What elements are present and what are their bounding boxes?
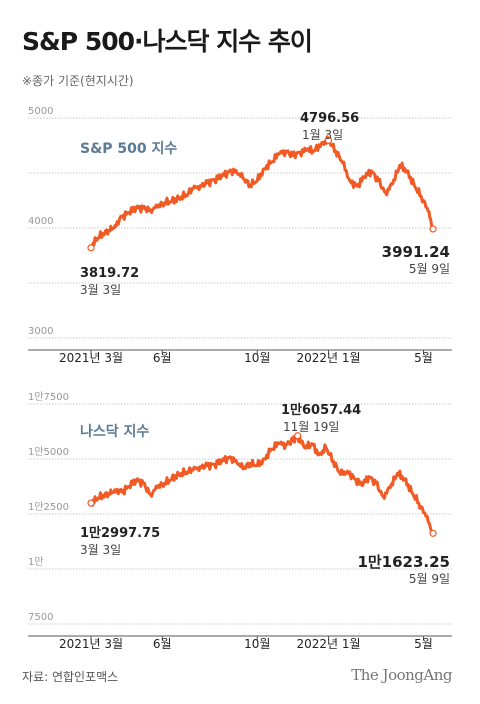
- sp500-series-label: S&P 500 지수: [80, 141, 177, 157]
- y-tick-label: 1만7500: [28, 391, 69, 403]
- sp500-end-point: [429, 225, 437, 233]
- nasdaq-end-date: 5월 9일: [409, 572, 450, 586]
- x-tick-label: 10월: [244, 637, 270, 651]
- sp500-start-point: [87, 244, 95, 252]
- sp500-line: [89, 135, 435, 251]
- nasdaq-line: [89, 434, 435, 535]
- nasdaq-end-point: [429, 529, 437, 537]
- x-tick-label: 2021년 3월: [59, 351, 123, 365]
- nasdaq-peak-date: 11월 19일: [283, 420, 339, 434]
- nasdaq-start-value: 1만2997.75: [80, 525, 160, 541]
- nasdaq-end-value: 1만1623.25: [357, 553, 450, 571]
- sp500-peak-date: 1월 3일: [302, 128, 343, 142]
- y-tick-label: 1만2500: [28, 501, 69, 513]
- y-tick-label: 7500: [28, 612, 53, 623]
- x-tick-label: 5월: [414, 637, 433, 651]
- nasdaq-start-date: 3월 3일: [80, 543, 121, 557]
- x-tick-label: 5월: [414, 351, 433, 365]
- y-tick-label: 4000: [28, 216, 53, 227]
- chart-subtitle: ※종가 기준(현지시간): [22, 74, 134, 88]
- sp500-peak-point: [324, 136, 333, 144]
- source-note: 자료: 연합인포맥스: [22, 670, 119, 684]
- y-tick-label: 1만5000: [28, 446, 69, 458]
- x-tick-label: 2022년 1월: [296, 637, 360, 651]
- x-tick-label: 6월: [153, 351, 172, 365]
- sp500-peak-value: 4796.56: [300, 111, 359, 126]
- nasdaq-peak-point: [294, 432, 302, 440]
- sp500-chart: 5000 4000 3000 2021년 3월 6월 10월 2022년 1월 5월 S&P…: [28, 106, 452, 365]
- x-tick-label: 10월: [244, 351, 270, 365]
- sp500-end-date: 5월 9일: [409, 262, 450, 276]
- nasdaq-peak-value: 1만6057.44: [281, 402, 361, 418]
- y-tick-label: 3000: [28, 326, 53, 337]
- sp500-end-value: 3991.24: [382, 243, 450, 261]
- x-tick-label: 6월: [153, 637, 172, 651]
- chart-title: S&P 500·나스닥 지수 추이: [22, 27, 313, 56]
- y-tick-label: 1만: [28, 556, 44, 568]
- y-tick-label: 5000: [28, 106, 53, 117]
- nasdaq-series-label: 나스닥 지수: [80, 423, 149, 440]
- sp500-start-date: 3월 3일: [80, 283, 121, 297]
- nasdaq-start-point: [87, 499, 95, 507]
- sp500-start-value: 3819.72: [80, 266, 139, 281]
- x-tick-label: 2021년 3월: [59, 637, 123, 651]
- brand-logo: The JoongAng: [351, 666, 452, 684]
- x-tick-label: 2022년 1월: [296, 351, 360, 365]
